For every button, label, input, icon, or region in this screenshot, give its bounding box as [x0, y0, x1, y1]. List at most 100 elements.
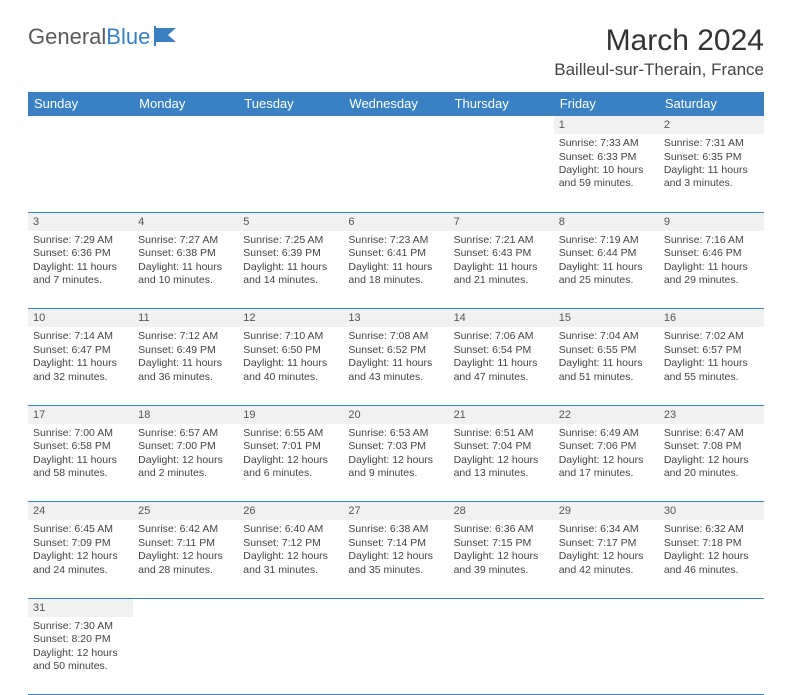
day-sunset: Sunset: 6:43 PM: [454, 247, 549, 260]
day-sunrise: Sunrise: 6:36 AM: [454, 523, 549, 536]
day-cell: Sunrise: 7:25 AMSunset: 6:39 PMDaylight:…: [238, 231, 343, 309]
day-content-row: Sunrise: 7:30 AMSunset: 8:20 PMDaylight:…: [28, 617, 764, 695]
day-number: 26: [238, 502, 343, 521]
day-day1: Daylight: 11 hours: [243, 261, 338, 274]
day-number: 28: [449, 502, 554, 521]
day-day2: and 10 minutes.: [138, 274, 233, 287]
day-day2: and 47 minutes.: [454, 371, 549, 384]
month-title: March 2024: [554, 24, 764, 58]
day-day1: Daylight: 11 hours: [33, 357, 128, 370]
day-sunrise: Sunrise: 7:10 AM: [243, 330, 338, 343]
day-number-row: 31: [28, 598, 764, 617]
day-sunrise: Sunrise: 7:31 AM: [664, 137, 759, 150]
day-cell: Sunrise: 7:14 AMSunset: 6:47 PMDaylight:…: [28, 327, 133, 405]
day-day1: Daylight: 11 hours: [454, 357, 549, 370]
day-sunrise: Sunrise: 6:45 AM: [33, 523, 128, 536]
day-cell: Sunrise: 7:21 AMSunset: 6:43 PMDaylight:…: [449, 231, 554, 309]
day-number: 8: [554, 212, 659, 231]
day-day2: and 40 minutes.: [243, 371, 338, 384]
day-day1: Daylight: 12 hours: [664, 454, 759, 467]
day-day2: and 28 minutes.: [138, 564, 233, 577]
day-sunrise: Sunrise: 7:00 AM: [33, 427, 128, 440]
day-sunrise: Sunrise: 7:06 AM: [454, 330, 549, 343]
day-day1: Daylight: 12 hours: [33, 550, 128, 563]
day-sunrise: Sunrise: 7:14 AM: [33, 330, 128, 343]
day-number: 7: [449, 212, 554, 231]
weekday-header: Monday: [133, 92, 238, 116]
day-day1: Daylight: 11 hours: [138, 357, 233, 370]
day-sunrise: Sunrise: 7:02 AM: [664, 330, 759, 343]
day-number: [554, 598, 659, 617]
weekday-header: Friday: [554, 92, 659, 116]
day-sunrise: Sunrise: 7:27 AM: [138, 234, 233, 247]
brand-text-2: Blue: [106, 24, 150, 50]
day-sunset: Sunset: 6:41 PM: [348, 247, 443, 260]
day-cell: [133, 617, 238, 695]
day-number: 29: [554, 502, 659, 521]
day-sunset: Sunset: 6:49 PM: [138, 344, 233, 357]
brand-text-1: General: [28, 24, 106, 50]
day-day2: and 32 minutes.: [33, 371, 128, 384]
day-number: 1: [554, 116, 659, 135]
day-sunrise: Sunrise: 6:34 AM: [559, 523, 654, 536]
day-sunset: Sunset: 7:08 PM: [664, 440, 759, 453]
day-cell: Sunrise: 7:23 AMSunset: 6:41 PMDaylight:…: [343, 231, 448, 309]
day-day2: and 2 minutes.: [138, 467, 233, 480]
day-cell: Sunrise: 6:55 AMSunset: 7:01 PMDaylight:…: [238, 424, 343, 502]
day-number: 30: [659, 502, 764, 521]
day-day2: and 29 minutes.: [664, 274, 759, 287]
day-cell: [343, 617, 448, 695]
day-cell: Sunrise: 6:38 AMSunset: 7:14 PMDaylight:…: [343, 520, 448, 598]
day-sunrise: Sunrise: 7:21 AM: [454, 234, 549, 247]
day-cell: Sunrise: 7:27 AMSunset: 6:38 PMDaylight:…: [133, 231, 238, 309]
day-day1: Daylight: 11 hours: [664, 261, 759, 274]
day-sunset: Sunset: 6:38 PM: [138, 247, 233, 260]
day-cell: Sunrise: 7:29 AMSunset: 6:36 PMDaylight:…: [28, 231, 133, 309]
day-sunrise: Sunrise: 7:25 AM: [243, 234, 338, 247]
weekday-header: Tuesday: [238, 92, 343, 116]
day-day1: Daylight: 11 hours: [348, 261, 443, 274]
day-day1: Daylight: 11 hours: [243, 357, 338, 370]
day-day1: Daylight: 12 hours: [138, 550, 233, 563]
day-sunrise: Sunrise: 7:12 AM: [138, 330, 233, 343]
day-day2: and 14 minutes.: [243, 274, 338, 287]
day-day2: and 39 minutes.: [454, 564, 549, 577]
day-day1: Daylight: 12 hours: [559, 550, 654, 563]
day-cell: Sunrise: 7:08 AMSunset: 6:52 PMDaylight:…: [343, 327, 448, 405]
day-number: 22: [554, 405, 659, 424]
day-number: [133, 116, 238, 135]
day-day2: and 7 minutes.: [33, 274, 128, 287]
day-cell: Sunrise: 7:06 AMSunset: 6:54 PMDaylight:…: [449, 327, 554, 405]
day-content-row: Sunrise: 7:14 AMSunset: 6:47 PMDaylight:…: [28, 327, 764, 405]
day-day1: Daylight: 11 hours: [664, 357, 759, 370]
day-cell: [554, 617, 659, 695]
day-number: 25: [133, 502, 238, 521]
day-day1: Daylight: 10 hours: [559, 164, 654, 177]
day-day2: and 51 minutes.: [559, 371, 654, 384]
day-number: 31: [28, 598, 133, 617]
day-day2: and 35 minutes.: [348, 564, 443, 577]
day-day1: Daylight: 12 hours: [243, 550, 338, 563]
day-day2: and 43 minutes.: [348, 371, 443, 384]
day-sunset: Sunset: 7:06 PM: [559, 440, 654, 453]
day-sunset: Sunset: 7:00 PM: [138, 440, 233, 453]
day-sunrise: Sunrise: 6:49 AM: [559, 427, 654, 440]
day-day2: and 42 minutes.: [559, 564, 654, 577]
day-number: [449, 116, 554, 135]
day-day2: and 17 minutes.: [559, 467, 654, 480]
day-cell: Sunrise: 7:12 AMSunset: 6:49 PMDaylight:…: [133, 327, 238, 405]
day-cell: [449, 617, 554, 695]
day-sunset: Sunset: 7:01 PM: [243, 440, 338, 453]
brand-logo: GeneralBlue: [28, 24, 180, 50]
day-cell: [449, 134, 554, 212]
day-day1: Daylight: 11 hours: [348, 357, 443, 370]
day-sunset: Sunset: 7:12 PM: [243, 537, 338, 550]
day-day2: and 58 minutes.: [33, 467, 128, 480]
day-sunset: Sunset: 6:39 PM: [243, 247, 338, 260]
day-sunset: Sunset: 6:47 PM: [33, 344, 128, 357]
title-block: March 2024 Bailleul-sur-Therain, France: [554, 24, 764, 80]
day-sunset: Sunset: 8:20 PM: [33, 633, 128, 646]
day-sunrise: Sunrise: 7:08 AM: [348, 330, 443, 343]
day-sunset: Sunset: 6:35 PM: [664, 151, 759, 164]
day-sunrise: Sunrise: 6:55 AM: [243, 427, 338, 440]
